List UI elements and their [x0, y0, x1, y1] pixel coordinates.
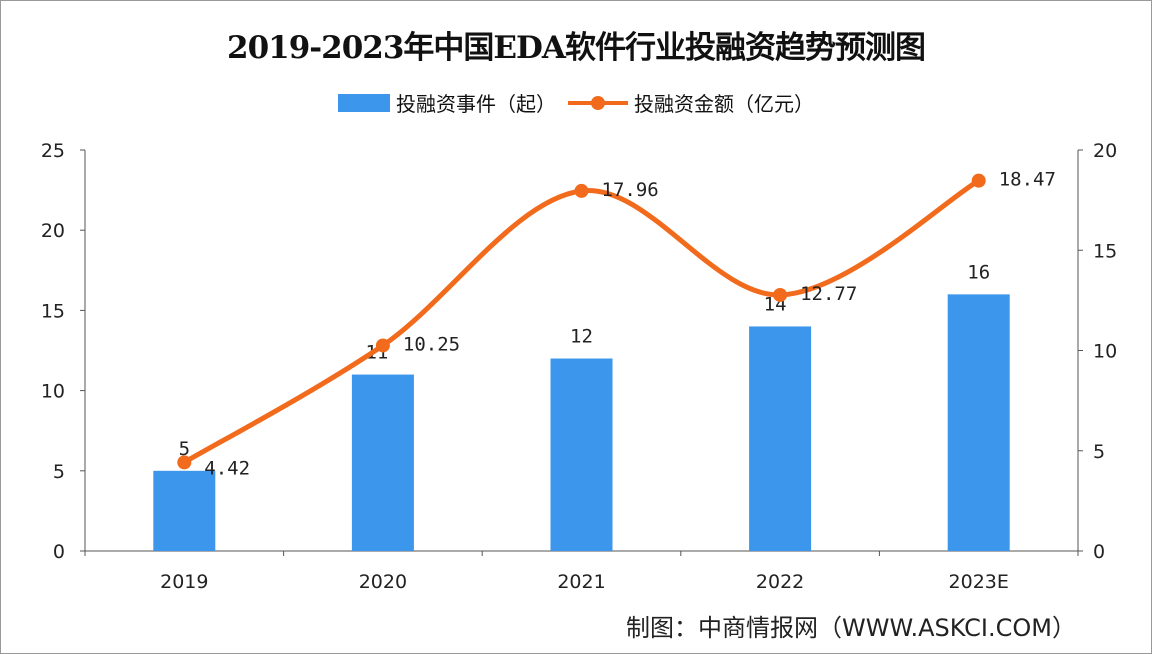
line-point: [177, 455, 192, 470]
bar-data-label: 16: [967, 261, 990, 283]
left-tick-label: 10: [41, 381, 65, 403]
bar-data-label: 5: [179, 438, 190, 460]
x-tick-label: 2022: [756, 571, 804, 593]
x-tick-label: 2020: [359, 571, 407, 593]
legend-bar-swatch: [338, 93, 390, 112]
bar: [153, 470, 216, 551]
line-data-label: 10.25: [403, 333, 460, 355]
line-point: [375, 338, 390, 353]
left-tick-label: 20: [41, 220, 65, 242]
line-point: [773, 287, 788, 302]
line-data-label: 12.77: [800, 283, 857, 305]
bar: [550, 358, 613, 551]
chart-title: 2019-2023年中国EDA软件行业投融资趋势预测图: [227, 30, 926, 66]
bar-data-label: 12: [570, 326, 593, 348]
line-point: [574, 183, 589, 198]
left-tick-label: 5: [53, 461, 65, 483]
legend-item-line: 投融资金额（亿元）: [568, 88, 814, 117]
right-tick-label: 5: [1093, 441, 1105, 463]
legend-item-bar: 投融资事件（起）: [338, 88, 556, 117]
left-tick-label: 0: [53, 541, 65, 563]
bar: [749, 326, 812, 551]
line-data-label: 4.42: [204, 457, 250, 479]
bar: [947, 294, 1010, 551]
left-tick-label: 15: [41, 300, 65, 322]
right-tick-label: 0: [1093, 541, 1105, 563]
line-data-label: 18.47: [999, 169, 1056, 191]
legend-line-label: 投融资金额（亿元）: [634, 92, 814, 116]
line-data-label: 17.96: [602, 179, 659, 201]
legend-line-swatch: [568, 94, 628, 112]
x-tick-label: 2023E: [949, 571, 1009, 593]
x-tick-label: 2021: [557, 571, 605, 593]
legend-bar-label: 投融资事件（起）: [396, 92, 556, 116]
left-tick-label: 25: [41, 140, 65, 162]
bar: [351, 374, 414, 551]
line-point: [971, 173, 986, 188]
right-tick-label: 20: [1093, 140, 1117, 162]
x-tick-label: 2019: [160, 571, 208, 593]
right-tick-label: 10: [1093, 341, 1117, 363]
right-tick-label: 15: [1093, 240, 1117, 262]
source-note: 制图：中商情报网（WWW.ASKCI.COM）: [626, 614, 1076, 642]
legend: 投融资事件（起） 投融资金额（亿元）: [0, 88, 1152, 117]
